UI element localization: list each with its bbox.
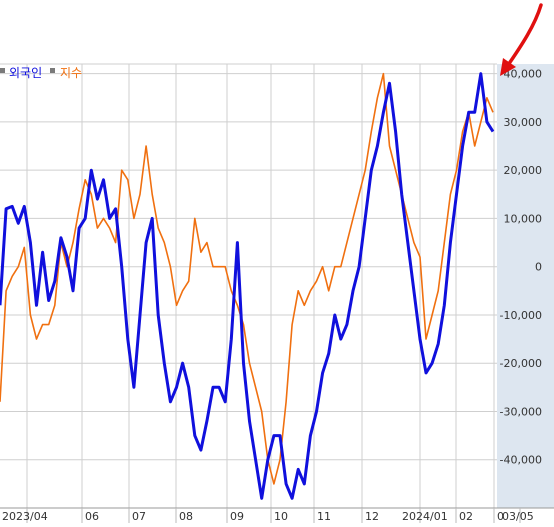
x-tick-label: 07	[132, 510, 146, 523]
x-tick-label: 0	[497, 510, 504, 523]
arrow-head-icon	[500, 58, 516, 76]
y-axis-panel	[497, 64, 554, 508]
x-tick-label: 06	[85, 510, 99, 523]
y-tick-label: -20,000	[500, 357, 542, 370]
y-tick-label: 0	[535, 261, 542, 274]
y-tick-label: 10,000	[504, 212, 543, 225]
x-tick-label: 10	[274, 510, 288, 523]
legend-swatch-foreign	[0, 68, 5, 73]
series-line-foreign	[0, 72, 495, 500]
x-axis: 2023/04 06 07 08 09 10 11 12 2024/01 02 003/05	[0, 507, 554, 523]
legend: 외국인 지수	[0, 66, 82, 80]
x-tick-label: 12	[365, 510, 379, 523]
x-tick-label: 08	[179, 510, 193, 523]
x-tick-label: 2024/01	[402, 510, 448, 523]
y-tick-label: 20,000	[504, 164, 543, 177]
y-tick-label: -30,000	[500, 405, 542, 418]
x-tick-label: 09	[230, 510, 244, 523]
red-arrow-annotation	[500, 3, 543, 76]
x-tick-label: 03/05	[502, 510, 534, 523]
y-tick-label: 40,000	[504, 68, 543, 81]
y-tick-label: -40,000	[500, 454, 542, 467]
y-axis-ticks: 40,000 30,000 20,000 10,000 0 -10,000 -20,000 -…	[500, 68, 542, 467]
legend-label-index: 지수	[60, 66, 82, 80]
grid	[0, 63, 497, 508]
y-tick-label: 30,000	[504, 116, 543, 129]
series-line-index	[0, 72, 494, 485]
legend-label-foreign: 외국인	[9, 66, 42, 80]
series-layer	[0, 72, 495, 500]
x-tick-label: 02	[459, 510, 473, 523]
x-tick-label: 2023/04	[2, 510, 48, 523]
legend-swatch-index	[50, 68, 55, 73]
x-tick-label: 11	[317, 510, 331, 523]
arrow-icon	[504, 3, 543, 70]
y-tick-label: -10,000	[500, 309, 542, 322]
